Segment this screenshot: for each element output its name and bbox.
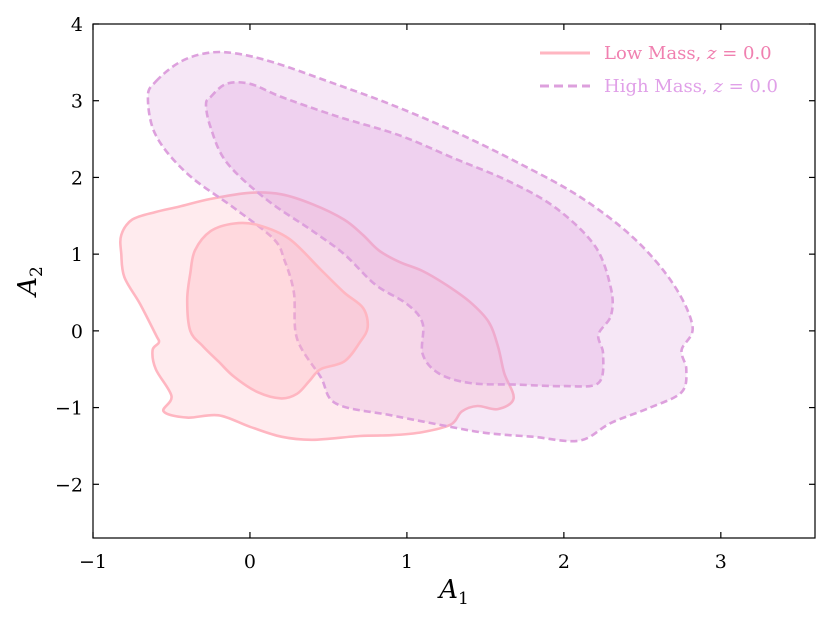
contours-layer bbox=[119, 50, 694, 443]
ticks-layer: −1 0 1 2 3 −2 −1 0 1 2 3 4 bbox=[55, 14, 815, 573]
legend-label-high-mass: High Mass, z = 0.0 bbox=[604, 76, 778, 97]
x-axis-label-sub: 1 bbox=[458, 589, 469, 609]
x-tick-label: 3 bbox=[715, 551, 727, 573]
x-tick-label: 0 bbox=[244, 551, 256, 573]
x-tick-label: −1 bbox=[79, 551, 107, 573]
x-tick-label: 1 bbox=[401, 551, 413, 573]
y-axis-label-main: A bbox=[13, 277, 43, 298]
y-tick-label: 0 bbox=[71, 321, 83, 343]
x-axis-label: A1 bbox=[437, 575, 469, 609]
y-tick-label: −1 bbox=[55, 398, 83, 420]
x-axis-label-main: A bbox=[437, 575, 458, 605]
high-mass-contour-inner bbox=[204, 80, 615, 388]
legend-label-low-mass: Low Mass, z = 0.0 bbox=[604, 43, 772, 64]
y-tick-label: −2 bbox=[55, 474, 83, 496]
low-mass-contour-outer bbox=[119, 191, 515, 442]
y-tick-label: 4 bbox=[71, 14, 83, 36]
high-mass-contour-outer bbox=[146, 50, 694, 443]
y-tick-label: 2 bbox=[71, 167, 83, 189]
y-tick-label: 1 bbox=[71, 244, 83, 266]
legend: Low Mass, z = 0.0 High Mass, z = 0.0 bbox=[540, 43, 778, 97]
x-tick-label: 2 bbox=[558, 551, 570, 573]
y-axis-label-sub: 2 bbox=[27, 266, 47, 277]
low-mass-contour-inner bbox=[185, 221, 370, 400]
plot-frame bbox=[92, 23, 816, 539]
y-tick-label: 3 bbox=[71, 91, 83, 113]
y-axis-label: A2 bbox=[13, 266, 47, 298]
